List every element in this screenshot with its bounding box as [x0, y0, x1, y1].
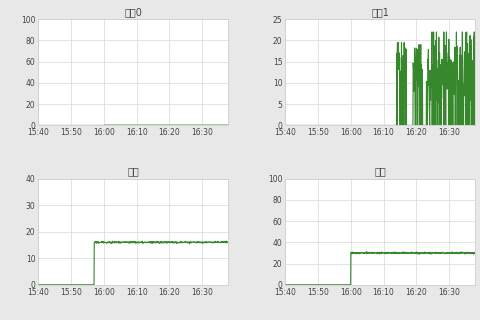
Title: 電流0: 電流0	[124, 7, 142, 17]
Title: 電流1: 電流1	[372, 7, 389, 17]
Title: 温度: 温度	[128, 166, 139, 176]
Title: 湿度: 湿度	[374, 166, 386, 176]
